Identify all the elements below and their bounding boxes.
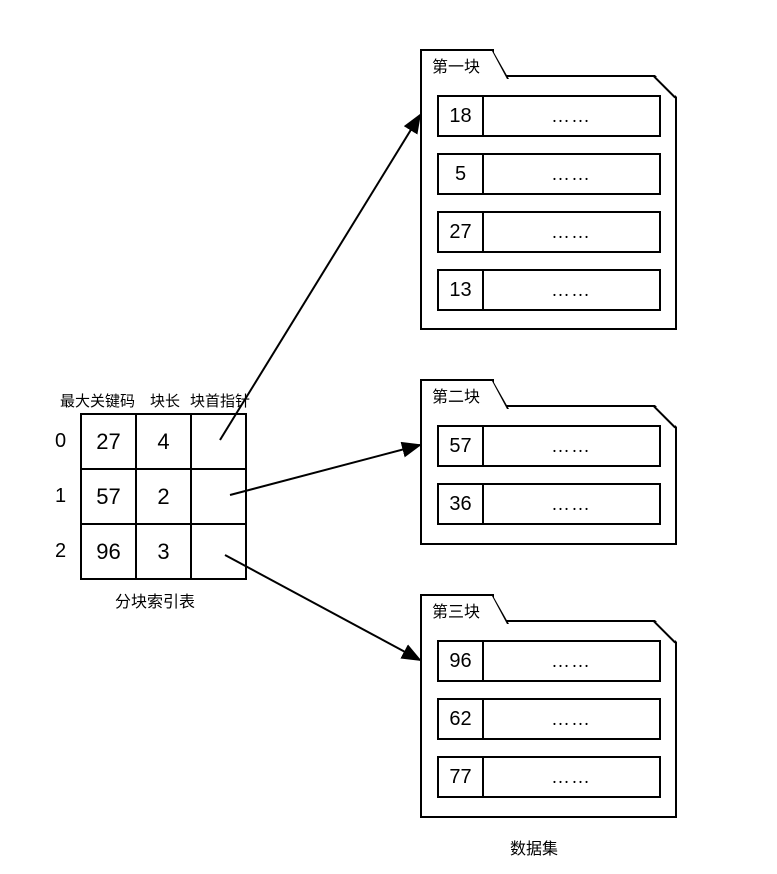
index-table-row: 27 4: [81, 414, 246, 469]
record-ellipsis: ……: [484, 485, 659, 523]
arrow-line: [230, 445, 420, 495]
record-key: 96: [439, 642, 484, 680]
block-title: 第二块: [432, 389, 480, 406]
index-cell-blocklen: 3: [136, 524, 191, 579]
record-ellipsis: ……: [484, 758, 659, 796]
index-cell-headptr: [191, 414, 246, 469]
record-key: 5: [439, 155, 484, 193]
record-ellipsis: ……: [484, 97, 659, 135]
record-key: 36: [439, 485, 484, 523]
data-record: 5 ……: [437, 153, 661, 195]
record-ellipsis: ……: [484, 427, 659, 465]
data-block-3: 第三块 96 …… 62 …… 77 ……: [420, 620, 677, 818]
data-record: 96 ……: [437, 640, 661, 682]
data-record: 77 ……: [437, 756, 661, 798]
record-key: 18: [439, 97, 484, 135]
index-header-headptr: 块首指针: [190, 390, 250, 411]
block-title: 第三块: [432, 604, 480, 621]
index-cell-maxkey: 96: [81, 524, 136, 579]
block-title: 第一块: [432, 59, 480, 76]
record-ellipsis: ……: [484, 700, 659, 738]
data-record: 18 ……: [437, 95, 661, 137]
arrow-line: [225, 555, 420, 660]
record-key: 27: [439, 213, 484, 251]
record-ellipsis: ……: [484, 271, 659, 309]
index-cell-maxkey: 27: [81, 414, 136, 469]
index-table-caption: 分块索引表: [115, 588, 195, 612]
record-ellipsis: ……: [484, 213, 659, 251]
index-header-maxkey: 最大关键码: [60, 390, 135, 411]
record-key: 77: [439, 758, 484, 796]
index-cell-maxkey: 57: [81, 469, 136, 524]
index-table-row: 96 3: [81, 524, 246, 579]
record-key: 62: [439, 700, 484, 738]
block-tab: 第二块: [420, 379, 494, 409]
block-tab: 第一块: [420, 49, 494, 79]
data-record: 36 ……: [437, 483, 661, 525]
data-record: 13 ……: [437, 269, 661, 311]
record-ellipsis: ……: [484, 155, 659, 193]
data-record: 57 ……: [437, 425, 661, 467]
index-row-1: 1: [55, 485, 66, 508]
index-row-0: 0: [55, 430, 66, 453]
data-record: 27 ……: [437, 211, 661, 253]
index-cell-headptr: [191, 469, 246, 524]
index-row-2: 2: [55, 540, 66, 563]
record-key: 57: [439, 427, 484, 465]
index-table-row: 57 2: [81, 469, 246, 524]
data-block-2: 第二块 57 …… 36 ……: [420, 405, 677, 545]
record-ellipsis: ……: [484, 642, 659, 680]
dataset-caption: 数据集: [510, 835, 558, 859]
block-tab: 第三块: [420, 594, 494, 624]
data-record: 62 ……: [437, 698, 661, 740]
index-cell-headptr: [191, 524, 246, 579]
index-cell-blocklen: 4: [136, 414, 191, 469]
index-header-blocklen: 块长: [150, 390, 180, 411]
index-cell-blocklen: 2: [136, 469, 191, 524]
data-block-1: 第一块 18 …… 5 …… 27 …… 13 ……: [420, 75, 677, 330]
record-key: 13: [439, 271, 484, 309]
index-table: 27 4 57 2 96 3: [80, 413, 247, 580]
